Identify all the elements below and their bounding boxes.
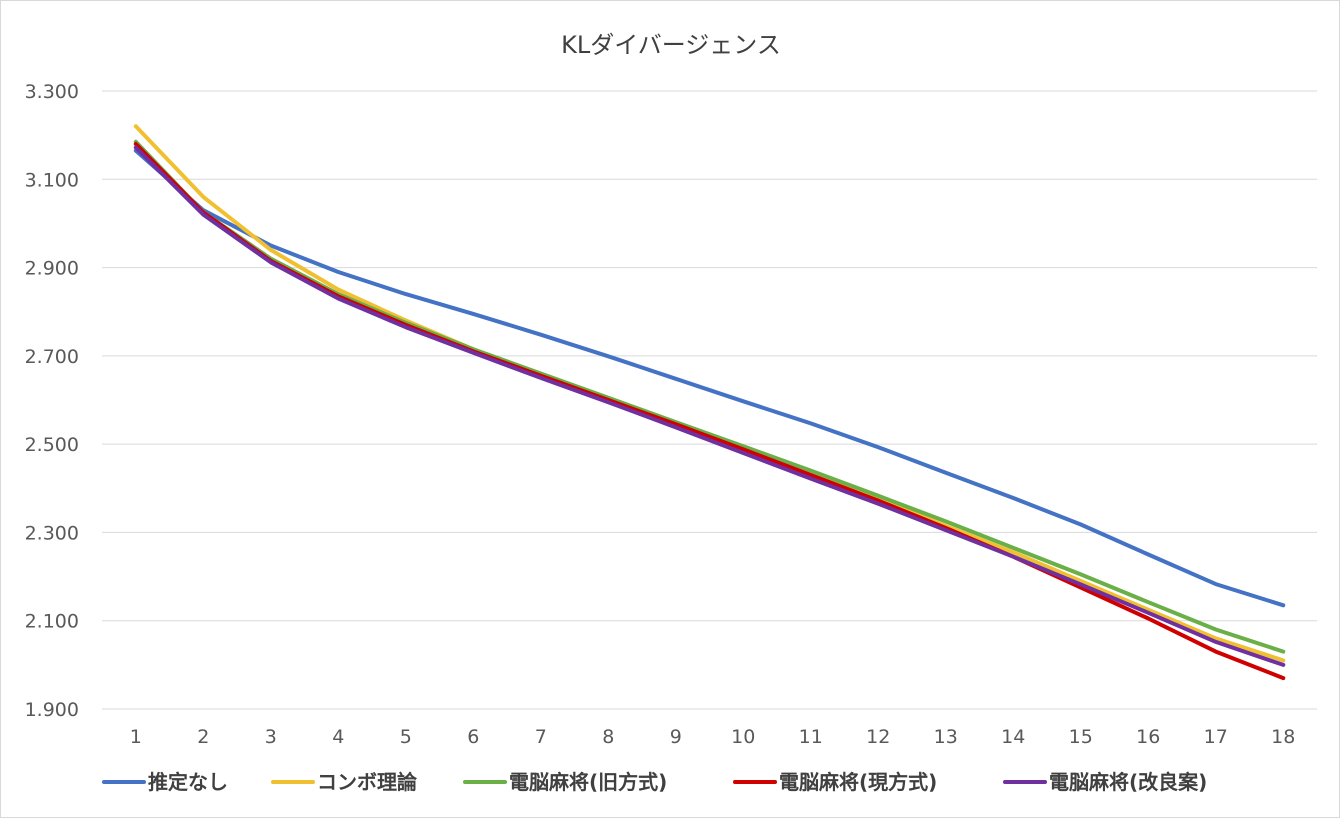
legend-label: 推定なし [148, 770, 228, 794]
x-tick-label: 15 [1069, 726, 1093, 748]
y-tick-label: 2.900 [25, 258, 79, 280]
x-tick-label: 18 [1271, 726, 1295, 748]
x-tick-label: 13 [934, 726, 958, 748]
legend-label: 電脳麻将(改良案) [1049, 770, 1207, 794]
series-line-1 [133, 148, 1286, 608]
x-tick-label: 14 [1001, 726, 1025, 748]
legend-label: 電脳麻将(旧方式) [509, 770, 667, 794]
x-tick-label: 7 [535, 726, 547, 748]
y-tick-label: 2.700 [25, 346, 79, 368]
y-tick-label: 2.500 [25, 434, 79, 456]
x-tick-label: 5 [400, 726, 412, 748]
series-lines [133, 124, 1286, 681]
grid-lines [102, 90, 1317, 710]
legend-label: コンボ理論 [317, 770, 418, 794]
x-tick-label: 10 [731, 726, 755, 748]
x-tick-label: 17 [1204, 726, 1228, 748]
x-tick-label: 16 [1136, 726, 1160, 748]
x-tick-label: 3 [265, 726, 277, 748]
y-tick-label: 2.300 [25, 522, 79, 544]
y-tick-label: 1.900 [25, 699, 79, 721]
legend: 推定なし コンボ理論 電脳麻将(旧方式) 電脳麻将(現方式) 電脳麻将(改良案) [102, 770, 1207, 794]
series-line-3 [133, 139, 1286, 654]
x-tick-label: 12 [866, 726, 890, 748]
x-tick-label: 4 [332, 726, 344, 748]
x-tick-label: 8 [602, 726, 614, 748]
x-tick-label: 9 [670, 726, 682, 748]
y-tick-label: 3.300 [25, 81, 79, 103]
y-tick-label: 3.100 [25, 169, 79, 191]
legend-label: 電脳麻将(現方式) [779, 770, 937, 794]
series-line-5 [133, 145, 1286, 667]
x-tick-label: 11 [799, 726, 823, 748]
y-axis-tick-labels: 3.300 3.100 2.900 2.700 2.500 2.300 2.100 1.900 [25, 81, 79, 721]
x-tick-label: 2 [197, 726, 209, 748]
x-tick-label: 1 [130, 726, 142, 748]
series-line-2 [133, 124, 1286, 663]
chart-title: KLダイバージェンス [561, 31, 781, 59]
x-tick-label: 6 [467, 726, 479, 748]
y-tick-label: 2.100 [25, 611, 79, 633]
x-axis-tick-labels: 1 2 3 4 5 6 7 8 9 10 11 12 13 14 15 16 17 18 [130, 726, 1296, 748]
